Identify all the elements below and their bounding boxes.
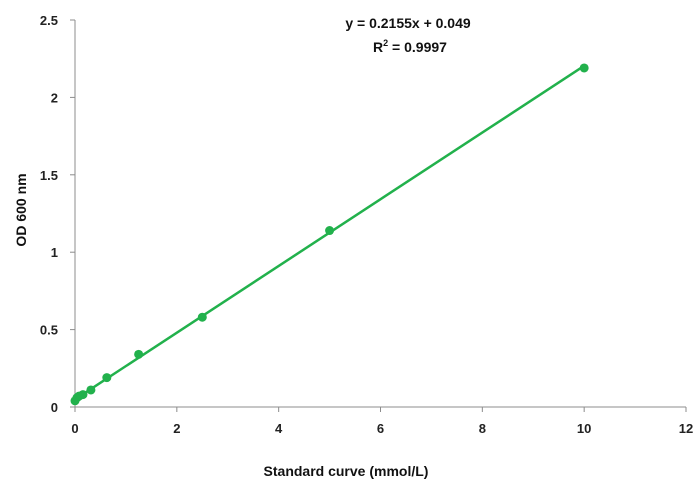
data-point xyxy=(325,226,335,236)
axes: 0 2 4 6 8 10 12 0 0.5 1 1.5 2 2.5 xyxy=(40,13,693,436)
x-tick-label: 0 xyxy=(71,421,78,436)
r-squared-label: R2 = 0.9997 xyxy=(373,38,447,55)
data-point xyxy=(134,349,144,359)
x-tick-label: 10 xyxy=(577,421,591,436)
data-point xyxy=(579,63,589,73)
y-tick-label: 1 xyxy=(51,245,58,260)
y-axis-title: OD 600 nm xyxy=(13,173,29,246)
y-tick-label: 0 xyxy=(51,400,58,415)
data-point xyxy=(197,312,207,322)
y-tick-label: 1.5 xyxy=(40,168,58,183)
x-tick-label: 8 xyxy=(479,421,486,436)
r-squared-value: = 0.9997 xyxy=(388,39,447,55)
x-tick-label: 4 xyxy=(275,421,283,436)
x-tick-label: 2 xyxy=(173,421,180,436)
r-squared-superscript: 2 xyxy=(383,38,388,48)
x-tick-label: 6 xyxy=(377,421,384,436)
y-tick-label: 2.5 xyxy=(40,13,58,28)
data-point xyxy=(78,390,88,400)
r-squared-symbol: R xyxy=(373,39,383,55)
x-axis-title: Standard curve (mmol/L) xyxy=(264,463,429,479)
data-point xyxy=(86,385,96,395)
x-tick-label: 12 xyxy=(679,421,693,436)
data-point xyxy=(102,373,112,383)
trendline-equation: y = 0.2155x + 0.049 xyxy=(345,15,471,31)
data-points xyxy=(70,63,589,406)
y-tick-label: 2 xyxy=(51,90,58,105)
y-tick-label: 0.5 xyxy=(40,323,58,338)
